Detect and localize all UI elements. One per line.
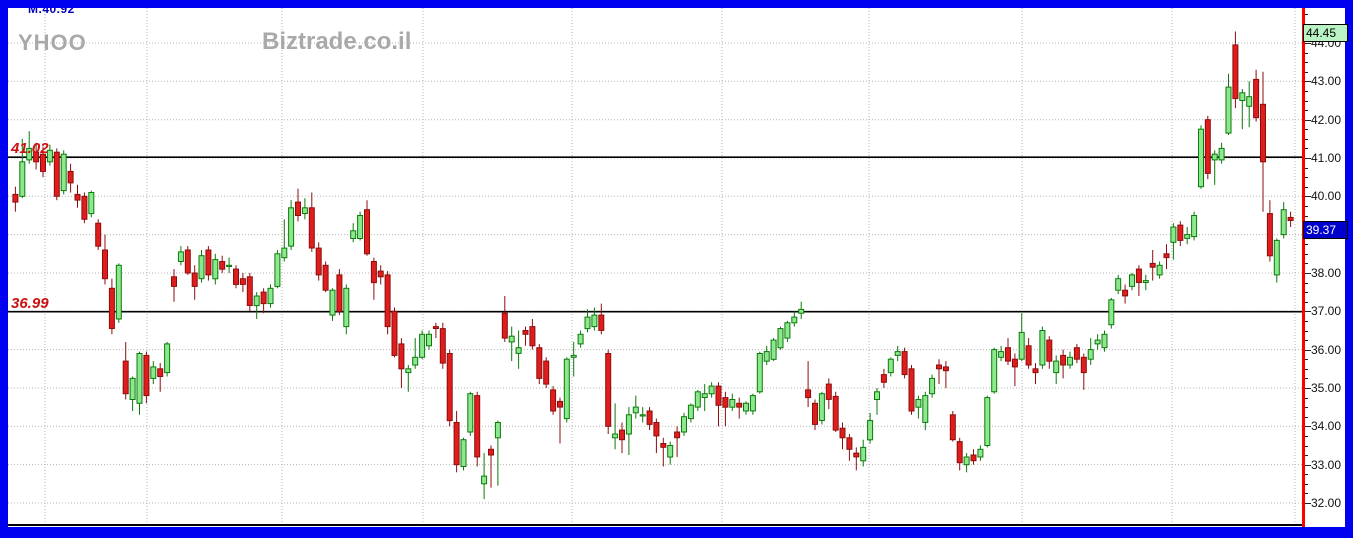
axis-minor-tick — [1305, 493, 1308, 495]
axis-minor-tick — [1305, 244, 1308, 246]
axis-major-tick — [1305, 503, 1311, 504]
axis-tick-label: 34.00 — [1311, 419, 1342, 434]
axis-minor-tick — [1305, 110, 1308, 112]
time-axis-baseline — [8, 524, 1302, 526]
axis-tick-label: 37.00 — [1311, 304, 1342, 319]
axis-minor-tick — [1305, 407, 1308, 409]
axis-tick-label: 32.00 — [1311, 496, 1342, 510]
axis-minor-tick — [1305, 177, 1308, 179]
axis-minor-tick — [1305, 14, 1308, 16]
axis-minor-tick — [1305, 292, 1308, 294]
axis-minor-tick — [1305, 330, 1308, 332]
axis-tick-label: 36.00 — [1311, 342, 1342, 357]
plot-area: M.40.92 YHOO Biztrade.co.il 41.02 36.99 — [8, 8, 1302, 527]
axis-minor-tick — [1305, 378, 1308, 380]
axis-minor-tick — [1305, 445, 1308, 447]
last-price-badge: 39.37 — [1303, 221, 1348, 239]
axis-minor-tick — [1305, 62, 1308, 64]
brand-watermark: Biztrade.co.il — [262, 28, 412, 55]
axis-minor-tick — [1305, 100, 1308, 102]
price-axis-line — [1302, 8, 1305, 527]
axis-minor-tick — [1305, 129, 1308, 131]
axis-major-tick — [1305, 43, 1311, 44]
axis-minor-tick — [1305, 282, 1308, 284]
axis-minor-tick — [1305, 455, 1308, 456]
symbol-watermark: YHOO — [18, 30, 87, 55]
axis-minor-tick — [1305, 416, 1308, 418]
axis-tick-label: 41.00 — [1311, 151, 1342, 165]
axis-minor-tick — [1305, 253, 1308, 255]
axis-tick-label: 42.00 — [1311, 112, 1342, 127]
axis-minor-tick — [1305, 435, 1308, 437]
axis-major-tick — [1305, 158, 1311, 159]
level-label-upper: 41.02 — [11, 140, 49, 158]
axis-minor-tick — [1305, 359, 1308, 361]
axis-minor-tick — [1305, 186, 1308, 188]
axis-minor-tick — [1305, 474, 1308, 476]
axis-major-tick — [1305, 119, 1311, 121]
axis-major-tick — [1305, 81, 1311, 83]
axis-minor-tick — [1305, 320, 1308, 322]
axis-major-tick — [1305, 464, 1311, 466]
axis-minor-tick — [1305, 71, 1308, 73]
axis-minor-tick — [1305, 148, 1308, 150]
axis-major-tick — [1305, 426, 1311, 428]
axis-minor-tick — [1305, 301, 1308, 303]
axis-tick-label: 43.00 — [1311, 74, 1342, 89]
axis-major-tick — [1305, 311, 1311, 313]
level-label-lower: 36.99 — [11, 294, 49, 312]
axis-tick-label: 33.00 — [1311, 457, 1342, 472]
axis-minor-tick — [1305, 205, 1308, 207]
axis-major-tick — [1305, 388, 1311, 389]
ma-value-label: M.40.92 — [28, 8, 75, 16]
axis-minor-tick — [1305, 483, 1308, 485]
candlestick-chart — [8, 8, 1302, 524]
axis-minor-tick — [1305, 397, 1308, 399]
axis-major-tick — [1305, 196, 1311, 198]
axis-major-tick — [1305, 349, 1311, 351]
axis-minor-tick — [1305, 52, 1308, 54]
axis-minor-tick — [1305, 215, 1308, 217]
axis-minor-tick — [1305, 90, 1308, 92]
axis-minor-tick — [1305, 368, 1308, 370]
axis-major-tick — [1305, 273, 1311, 274]
axis-tick-label: 40.00 — [1311, 189, 1342, 204]
period-high-badge: 44.45 — [1303, 24, 1348, 42]
axis-minor-tick — [1305, 167, 1308, 169]
axis-minor-tick — [1305, 263, 1308, 265]
axis-tick-label: 35.00 — [1311, 381, 1342, 395]
axis-tick-label: 38.00 — [1311, 266, 1342, 280]
axis-minor-tick — [1305, 138, 1308, 140]
price-axis: 44.0043.0042.0041.0040.0039.0038.0037.00… — [1305, 8, 1345, 527]
axis-minor-tick — [1305, 340, 1308, 342]
